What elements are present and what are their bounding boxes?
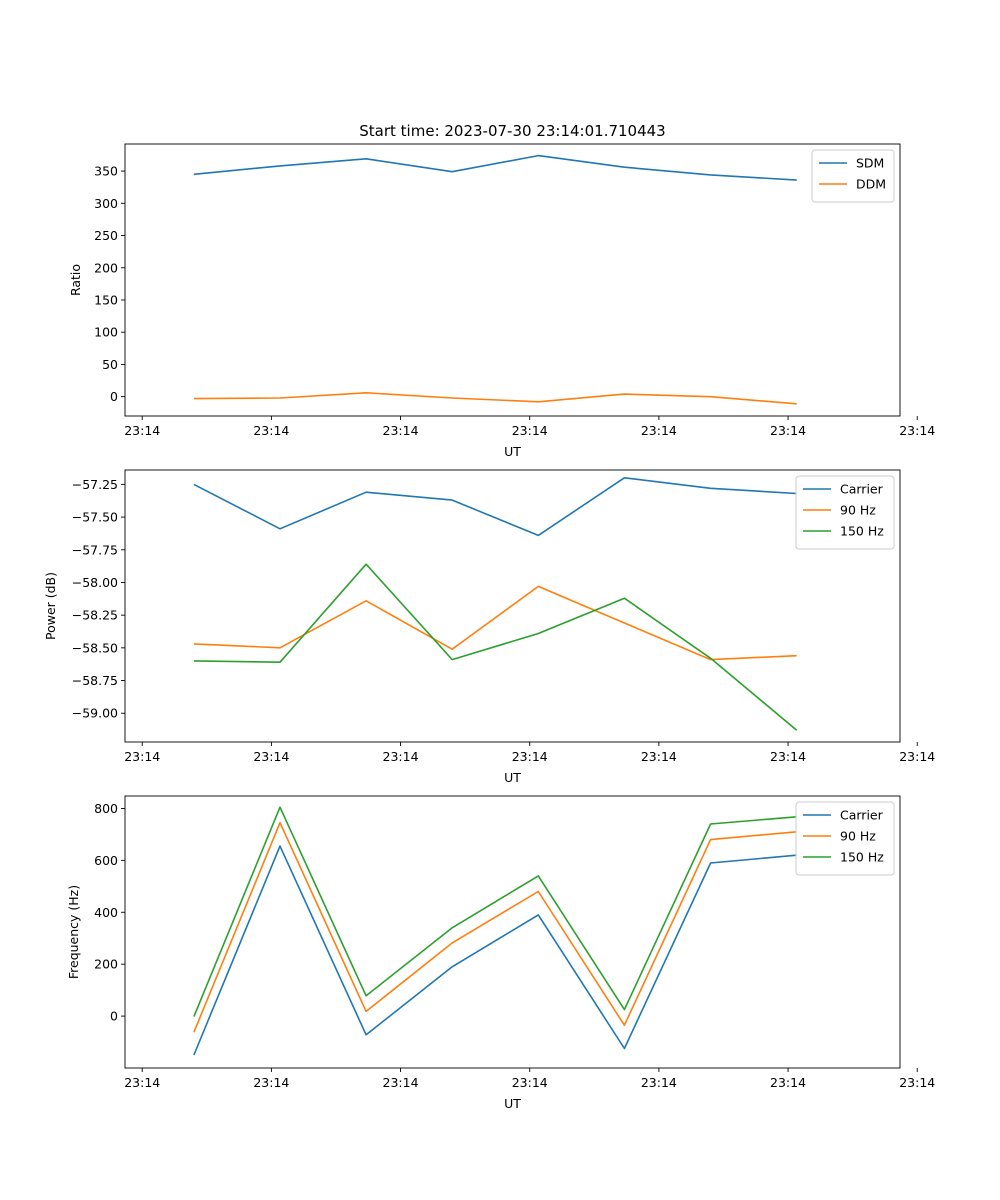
legend-label: 90 Hz xyxy=(840,829,876,844)
figure-title: Start time: 2023-07-30 23:14:01.710443 xyxy=(359,122,665,140)
legend: Carrier 90 Hz 150 Hz xyxy=(795,475,895,550)
plot-frame xyxy=(124,795,901,1069)
x-tick-label: 23:14 xyxy=(383,749,419,764)
x-tick-label: 23:14 xyxy=(124,423,160,438)
x-tick-label: 23:14 xyxy=(641,749,677,764)
legend-label: Carrier xyxy=(840,482,884,497)
series-line-sdm xyxy=(193,154,797,181)
x-tick-label: 23:14 xyxy=(512,423,548,438)
series-line-90-hz xyxy=(193,585,797,661)
y-tick-label: −57.75 xyxy=(72,542,118,557)
chart-1: 23:14 23:14 23:14 23:14 23:14 23:14 23:14 0 50 10… xyxy=(68,143,935,459)
y-tick-label: 100 xyxy=(94,325,118,340)
series-line-90-hz xyxy=(193,821,797,1033)
legend-label: 150 Hz xyxy=(840,524,884,539)
y-tick-label: −58.50 xyxy=(72,640,118,655)
series-line-150-hz xyxy=(193,806,797,1017)
y-tick-label: −57.50 xyxy=(72,510,118,525)
y-tick-label: 250 xyxy=(94,228,118,243)
x-tick-label: 23:14 xyxy=(253,749,289,764)
legend-label: DDM xyxy=(856,177,886,192)
x-axis-label: UT xyxy=(504,770,521,785)
y-axis-label: Ratio xyxy=(68,264,83,296)
y-tick-label: 0 xyxy=(110,1009,118,1024)
x-tick-label: 23:14 xyxy=(641,1075,677,1090)
y-tick-label: −58.00 xyxy=(72,575,118,590)
x-tick-label: 23:14 xyxy=(512,749,548,764)
legend-label: 150 Hz xyxy=(840,850,884,865)
charts: 23:14 23:14 23:14 23:14 23:14 23:14 23:14 0 50 10… xyxy=(43,143,935,1111)
x-tick-label: 23:14 xyxy=(124,749,160,764)
y-tick-label: −58.75 xyxy=(72,673,118,688)
x-tick-label: 23:14 xyxy=(383,423,419,438)
chart-3: 23:14 23:14 23:14 23:14 23:14 23:14 23:14 0 200 4… xyxy=(66,795,935,1111)
y-tick-label: 0 xyxy=(110,389,118,404)
legend: Carrier 90 Hz 150 Hz xyxy=(795,801,895,876)
legend-label: 90 Hz xyxy=(840,503,876,518)
y-tick-label: 200 xyxy=(94,260,118,275)
x-tick-label: 23:14 xyxy=(641,423,677,438)
y-tick-label: 800 xyxy=(94,801,118,816)
y-tick-label: 350 xyxy=(94,164,118,179)
legend-label: Carrier xyxy=(840,808,884,823)
x-tick-label: 23:14 xyxy=(124,1075,160,1090)
x-tick-label: 23:14 xyxy=(383,1075,419,1090)
legend-label: SDM xyxy=(856,156,884,171)
y-axis-label: Frequency (Hz) xyxy=(66,885,81,979)
x-tick-label: 23:14 xyxy=(770,749,806,764)
y-tick-label: 600 xyxy=(94,853,118,868)
x-tick-label: 23:14 xyxy=(899,1075,935,1090)
plot-frame xyxy=(124,469,901,743)
series-line-carrier xyxy=(193,476,797,537)
x-tick-label: 23:14 xyxy=(512,1075,548,1090)
y-tick-label: 400 xyxy=(94,905,118,920)
y-tick-label: 150 xyxy=(94,292,118,307)
chart-2: 23:14 23:14 23:14 23:14 23:14 23:14 23:14 −59.0… xyxy=(43,469,935,785)
x-tick-label: 23:14 xyxy=(770,423,806,438)
y-tick-label: −57.25 xyxy=(72,477,118,492)
series-line-ddm xyxy=(193,391,797,405)
y-tick-label: 300 xyxy=(94,196,118,211)
x-tick-label: 23:14 xyxy=(253,423,289,438)
x-tick-label: 23:14 xyxy=(899,423,935,438)
x-tick-label: 23:14 xyxy=(253,1075,289,1090)
legend: SDM DDM xyxy=(811,149,895,203)
series-line-carrier xyxy=(193,845,797,1056)
x-tick-label: 23:14 xyxy=(770,1075,806,1090)
y-tick-label: −59.00 xyxy=(72,706,118,721)
x-tick-label: 23:14 xyxy=(899,749,935,764)
plot-frame xyxy=(124,143,901,417)
x-axis-label: UT xyxy=(504,1096,521,1111)
y-tick-label: 50 xyxy=(102,357,118,372)
series-line-150-hz xyxy=(193,563,798,731)
x-axis-label: UT xyxy=(504,444,521,459)
y-tick-label: 200 xyxy=(94,957,118,972)
y-axis-label: Power (dB) xyxy=(43,572,58,640)
y-tick-label: −58.25 xyxy=(72,608,118,623)
